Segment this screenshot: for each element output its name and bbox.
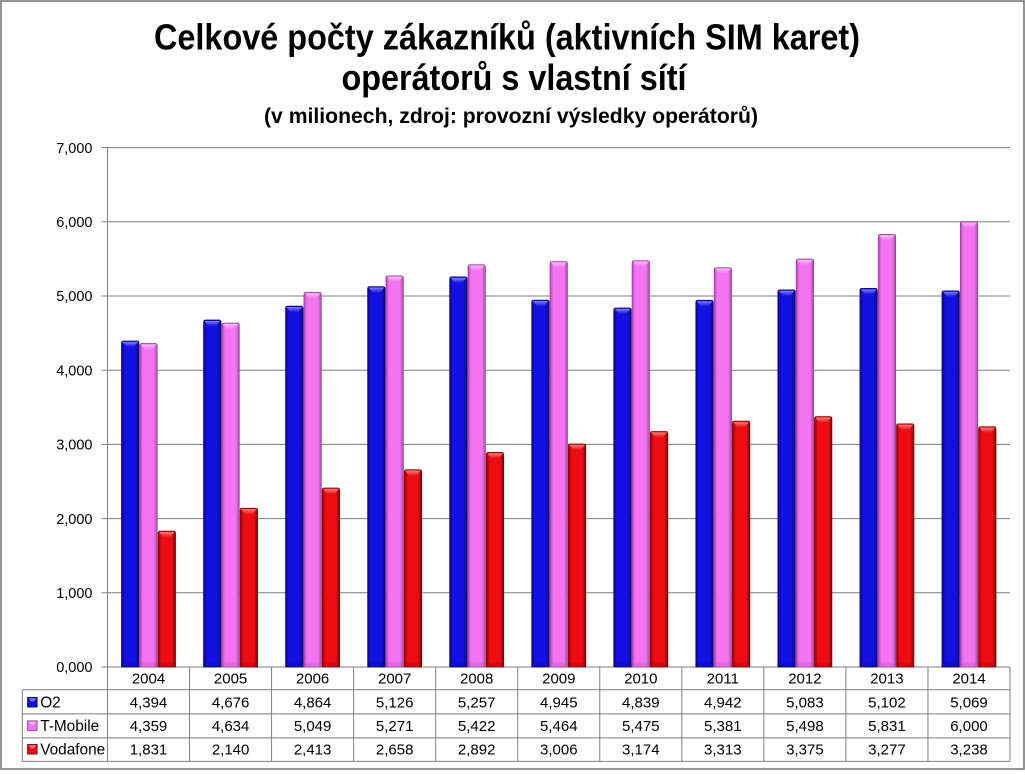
svg-text:2007: 2007: [378, 671, 411, 688]
svg-text:operátorů s vlastní sítí: operátorů s vlastní sítí: [342, 57, 688, 98]
svg-text:4,945: 4,945: [540, 694, 578, 711]
svg-text:3,174: 3,174: [622, 741, 660, 758]
svg-text:5,102: 5,102: [868, 694, 906, 711]
svg-text:2005: 2005: [214, 671, 247, 688]
svg-text:Celkové počty zákazníků (aktiv: Celkové počty zákazníků (aktivních SIM k…: [154, 17, 860, 58]
svg-text:5,464: 5,464: [540, 718, 578, 735]
svg-text:5,422: 5,422: [458, 718, 496, 735]
svg-text:2,658: 2,658: [376, 741, 414, 758]
svg-text:5,049: 5,049: [294, 718, 332, 735]
svg-text:5,475: 5,475: [622, 718, 660, 735]
svg-text:5,000: 5,000: [56, 289, 92, 305]
svg-text:5,069: 5,069: [950, 694, 988, 711]
svg-text:2009: 2009: [542, 671, 575, 688]
svg-text:7,000: 7,000: [56, 141, 92, 157]
svg-text:5,083: 5,083: [786, 694, 824, 711]
svg-text:(v milionech, zdroj: provozní: (v milionech, zdroj: provozní výsledky o…: [264, 105, 758, 128]
svg-text:1,831: 1,831: [130, 741, 168, 758]
svg-text:6,000: 6,000: [950, 718, 988, 735]
svg-text:2,413: 2,413: [294, 741, 332, 758]
svg-text:3,277: 3,277: [868, 741, 906, 758]
svg-text:O2: O2: [40, 694, 61, 711]
svg-text:4,839: 4,839: [622, 694, 660, 711]
svg-text:Vodafone: Vodafone: [40, 741, 105, 758]
svg-text:2011: 2011: [707, 671, 739, 688]
svg-text:2004: 2004: [132, 671, 165, 688]
svg-text:5,257: 5,257: [458, 694, 496, 711]
svg-text:5,381: 5,381: [704, 718, 742, 735]
svg-text:5,271: 5,271: [376, 718, 414, 735]
svg-text:4,359: 4,359: [130, 718, 168, 735]
svg-text:4,864: 4,864: [294, 694, 332, 711]
svg-text:2013: 2013: [870, 671, 903, 688]
svg-text:1,000: 1,000: [56, 586, 92, 602]
svg-text:5,126: 5,126: [376, 694, 414, 711]
svg-text:T-Mobile: T-Mobile: [40, 718, 99, 735]
svg-text:2010: 2010: [624, 671, 657, 688]
svg-text:3,000: 3,000: [56, 438, 92, 454]
svg-text:2012: 2012: [788, 671, 821, 688]
svg-text:2,892: 2,892: [458, 741, 496, 758]
svg-text:4,942: 4,942: [704, 694, 742, 711]
svg-text:4,634: 4,634: [212, 718, 250, 735]
svg-text:4,676: 4,676: [212, 694, 250, 711]
svg-text:3,313: 3,313: [704, 741, 742, 758]
svg-text:2,000: 2,000: [56, 512, 92, 528]
svg-text:0,000: 0,000: [56, 660, 92, 676]
svg-text:3,238: 3,238: [950, 741, 988, 758]
svg-text:4,000: 4,000: [56, 363, 92, 379]
svg-text:2006: 2006: [296, 671, 329, 688]
svg-text:3,006: 3,006: [540, 741, 578, 758]
svg-text:3,375: 3,375: [786, 741, 824, 758]
svg-text:6,000: 6,000: [56, 215, 92, 231]
svg-text:2008: 2008: [460, 671, 493, 688]
svg-text:2014: 2014: [952, 671, 985, 688]
svg-text:2,140: 2,140: [212, 741, 250, 758]
svg-text:4,394: 4,394: [130, 694, 168, 711]
svg-text:5,831: 5,831: [868, 718, 906, 735]
svg-text:5,498: 5,498: [786, 718, 824, 735]
